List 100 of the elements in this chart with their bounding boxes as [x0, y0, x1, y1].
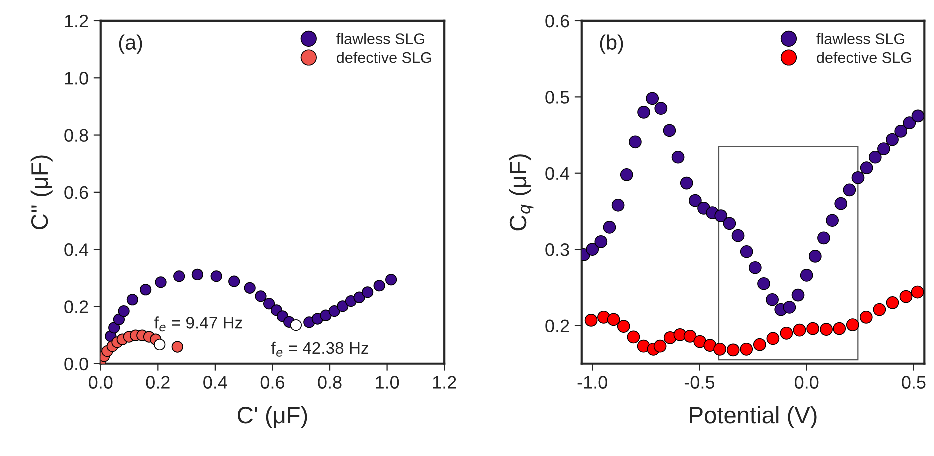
point	[328, 306, 340, 318]
point	[886, 296, 900, 310]
point	[680, 176, 694, 190]
y-axis-title: C'' (μF)	[30, 156, 53, 230]
x-tick-label: -1.0	[578, 376, 608, 389]
point	[833, 322, 846, 336]
point	[843, 184, 856, 197]
point	[210, 270, 222, 282]
point	[912, 110, 925, 123]
point	[740, 342, 754, 356]
point	[766, 293, 779, 306]
point	[584, 314, 598, 327]
annotation: f$_{e}$ = 9.47 Hz	[154, 316, 242, 332]
y-tick-label: 1.0	[65, 72, 88, 85]
y-tick-label: 0.0	[64, 358, 88, 371]
point	[753, 338, 766, 352]
point	[792, 288, 805, 302]
x-axis-title: Potential (V)	[690, 406, 817, 428]
point	[894, 125, 908, 138]
point	[637, 340, 650, 353]
x-tick-label: 0.0	[89, 376, 113, 389]
point	[826, 214, 839, 228]
x-tick-label: -0.5	[684, 376, 715, 389]
point	[663, 124, 676, 138]
point	[903, 116, 916, 130]
point	[646, 92, 660, 106]
x-tick-label: 0.6	[260, 376, 284, 389]
x-tick-label: 0.2	[146, 376, 170, 389]
y-tick-label: 0.6	[64, 186, 88, 200]
point	[244, 282, 256, 294]
point	[846, 318, 860, 332]
y-tick-label: 0.5	[546, 91, 570, 104]
point	[320, 310, 332, 322]
point	[629, 136, 642, 149]
point	[740, 245, 754, 258]
y-tick-label: 0.2	[64, 300, 88, 314]
point	[654, 102, 668, 116]
point	[900, 290, 913, 304]
point	[732, 229, 745, 242]
legend-label: flawless SLG	[336, 33, 424, 44]
point	[684, 330, 697, 343]
point	[612, 198, 625, 212]
y-tick-label: 0.4	[546, 167, 570, 180]
point	[620, 168, 634, 182]
point	[800, 269, 814, 282]
point	[723, 217, 736, 230]
point	[688, 194, 702, 208]
point	[113, 314, 125, 326]
point	[374, 280, 386, 292]
point	[878, 142, 890, 156]
point	[140, 284, 152, 296]
x-tick-label: 0.8	[318, 376, 342, 389]
annotation: f$_{e}$ = 42.38 Hz	[271, 342, 369, 357]
point	[868, 150, 882, 164]
point	[783, 301, 796, 314]
point	[818, 232, 830, 245]
point	[337, 300, 349, 312]
point	[860, 162, 874, 174]
point	[714, 210, 728, 222]
point	[594, 236, 608, 248]
legend-label: defective SLG	[337, 52, 432, 64]
y-tick-label: 0.8	[64, 129, 88, 142]
point	[654, 340, 667, 353]
point	[386, 274, 398, 286]
point	[362, 286, 374, 298]
point	[627, 330, 640, 344]
point	[726, 344, 740, 357]
point	[263, 298, 276, 310]
point	[886, 133, 899, 146]
point	[758, 277, 770, 290]
point	[820, 323, 833, 336]
point	[808, 250, 822, 263]
point	[228, 276, 240, 288]
x-tick-label: 0.4	[204, 376, 228, 389]
point	[603, 221, 616, 234]
y-tick-label: 1.2	[65, 14, 88, 28]
y-axis-title: C$_{q}$ (μF)	[509, 154, 534, 231]
point	[126, 294, 138, 306]
point	[174, 270, 186, 282]
y-tick-label: 0.6	[546, 14, 570, 28]
point	[852, 172, 865, 184]
point	[192, 268, 204, 281]
point	[607, 313, 620, 326]
y-tick-label: 0.2	[546, 320, 570, 333]
point	[694, 335, 707, 348]
point	[806, 322, 820, 336]
point	[155, 276, 167, 288]
point	[780, 326, 794, 340]
point	[860, 310, 873, 324]
point	[290, 320, 302, 332]
point	[172, 341, 184, 353]
y-tick-label: 0.4	[64, 244, 89, 256]
point	[638, 106, 650, 119]
point	[834, 197, 848, 210]
y-tick-label: 0.3	[546, 244, 570, 256]
text: (b)	[600, 34, 624, 54]
point	[793, 324, 806, 337]
x-tick-label: 0.5	[902, 376, 926, 389]
point	[354, 292, 366, 304]
point	[154, 338, 166, 351]
